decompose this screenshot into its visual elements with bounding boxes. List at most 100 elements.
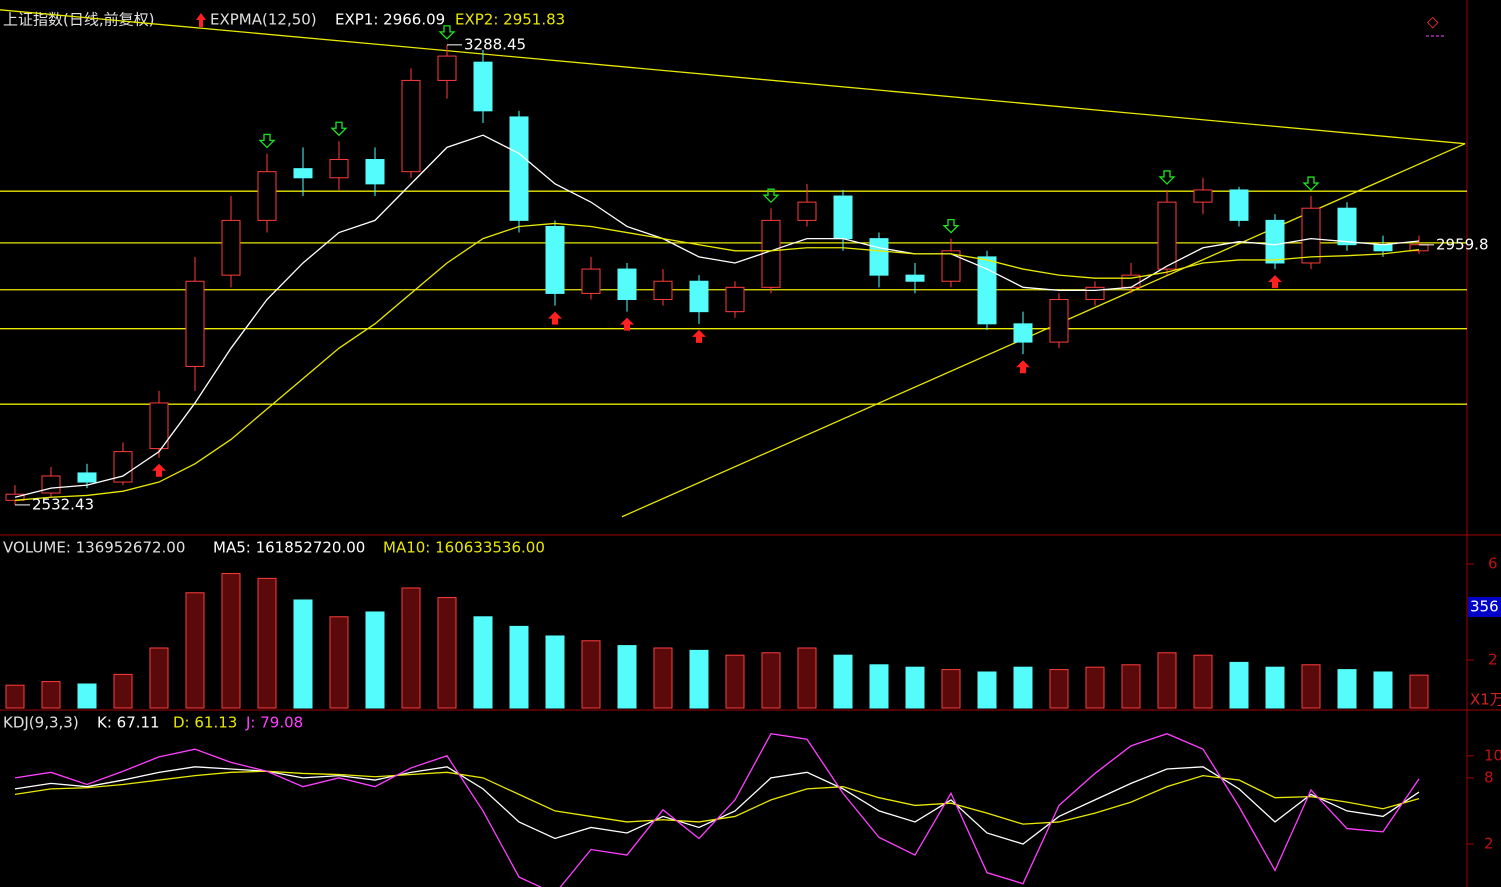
annotation: 2532.43 [32,495,94,513]
candle-body [41,475,61,494]
trend-line [621,143,1466,518]
volume-bar [1409,674,1429,709]
sell-signal [1302,176,1320,191]
volume-bar [113,673,133,709]
y-tick-label: 10 [1484,746,1501,764]
kdj-title: KDJ(9,3,3) [3,714,79,732]
candle-body [1229,189,1249,221]
legend-entry: EXP2: 2951.83 [455,11,565,29]
volume-bar [293,599,313,709]
sell-signal [942,218,960,234]
volume-bar [797,647,817,709]
volume-bar [329,616,349,709]
volume-bar [761,652,781,709]
volume-bar [545,635,565,709]
buy-signal [152,463,166,477]
candle-body [689,280,709,313]
candle-body [977,256,997,325]
volume-bar [1301,664,1321,709]
volume-bar [257,577,277,709]
volume-bar [365,611,385,709]
volume-title: VOLUME: 136952672.00 [3,539,185,557]
legend-entry: MA10: 160633536.00 [383,539,545,557]
kdj-line [14,770,1420,825]
volume-bar [833,654,853,709]
candle-body [761,219,781,288]
volume-badge-box [1468,597,1501,617]
volume-bar [149,647,169,709]
volume-bar [77,683,97,709]
volume-bar [473,616,493,709]
volume-bar [1373,671,1393,709]
volume-unit: X1万 [1470,691,1501,709]
buy-signal [1268,275,1282,289]
y-tick-label: 2 [1488,650,1498,668]
volume-bar [1013,666,1033,709]
candle-body [257,171,277,221]
y-tick-label: 8 [1484,768,1494,786]
volume-bar [689,649,709,709]
volume-bar [869,664,889,709]
icon: ◇ [1427,13,1439,31]
candle-body [473,61,493,112]
candle-body [797,201,817,221]
candle-body [833,195,853,240]
volume-bar [1085,666,1105,709]
candle-body [1337,207,1357,246]
candle-body [1013,323,1033,343]
ema-line [14,222,1420,501]
volume-bar [1265,666,1285,709]
volume-bar [581,640,601,709]
volume-bar [401,587,421,709]
volume-bar [905,666,925,709]
volume-bar [437,597,457,709]
volume-bar [5,684,25,709]
candle-body [1085,286,1105,300]
candle-body [77,472,97,483]
volume-bar [1121,664,1141,709]
sell-signal [762,188,780,204]
volume-bar [185,592,205,709]
sell-signal [1158,170,1176,185]
legend-entry: J: 79.08 [245,714,303,732]
y-tick-label: 6 [1488,554,1498,572]
volume-bar [941,669,961,709]
kdj-line [14,733,1420,887]
trend-line [0,9,1466,145]
candle-body [1157,201,1177,270]
candle-body [1373,244,1393,252]
candle-body [581,268,601,294]
volume-bar [41,681,61,709]
volume-bar [509,625,529,709]
volume-bar [1337,669,1357,709]
volume-bar [1193,654,1213,709]
sell-signal [438,25,456,40]
candle-body [401,79,421,173]
legend-icon [196,13,206,27]
candle-body [545,225,565,294]
annotation: 2959.8 [1436,235,1489,253]
sell-signal [330,121,348,137]
candle-body [941,250,961,282]
y-tick-label: 2 [1484,835,1494,853]
candle-body [1049,298,1069,343]
volume-bar [977,671,997,709]
candle-body [725,286,745,313]
volume-bar [617,645,637,709]
candle-body [149,402,169,450]
candle-body [293,168,313,179]
candle-body [653,280,673,300]
candle-body [113,451,133,483]
volume-badge: 356 [1470,598,1499,616]
candle-body [617,268,637,300]
annotation: 3288.45 [464,35,526,53]
volume-bar [725,654,745,709]
candle-body [437,55,457,81]
sell-signal [258,133,276,149]
buy-signal [692,329,706,343]
volume-bar [1229,661,1249,709]
volume-bar [221,573,241,709]
candle-body [365,159,385,185]
